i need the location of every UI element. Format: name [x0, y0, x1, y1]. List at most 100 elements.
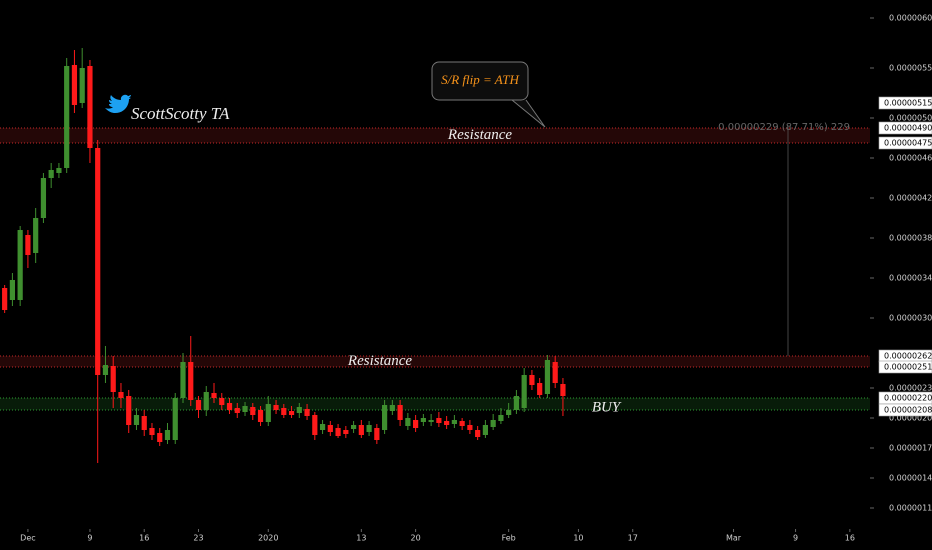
candle-body	[9, 280, 16, 300]
candle-body	[149, 428, 155, 435]
candle-body	[459, 421, 465, 426]
x-tick-label: 16	[139, 534, 149, 543]
candle-body	[226, 403, 233, 410]
candle-body	[544, 360, 551, 394]
candle-body	[420, 418, 426, 422]
candle-body	[242, 406, 248, 412]
zone-fill	[0, 356, 870, 367]
candle-body	[118, 392, 124, 398]
candle-body	[95, 148, 101, 375]
candle-body	[219, 398, 225, 405]
candle-body	[296, 407, 302, 413]
candle-body	[521, 375, 527, 408]
candle-body	[126, 396, 132, 425]
price-label: 0.00000208	[884, 406, 932, 415]
candle-body	[56, 168, 62, 173]
candle-body	[498, 415, 504, 421]
candle-body	[87, 66, 93, 148]
candle-body	[2, 288, 8, 310]
price-label-box	[878, 121, 932, 135]
x-tick-label: 13	[356, 534, 366, 543]
callout-box	[431, 61, 529, 101]
x-tick-label: 10	[573, 534, 583, 543]
candle-body	[288, 411, 295, 415]
x-tick-label: 2020	[258, 534, 278, 543]
price-label: 0.00000490	[884, 124, 932, 133]
candle-body	[257, 410, 264, 422]
candle-body	[366, 425, 372, 432]
x-tick-label: Feb	[502, 534, 516, 543]
zone-label: Resistance	[347, 353, 412, 369]
candle-body	[164, 430, 171, 440]
x-tick-label: Dec	[20, 534, 35, 543]
candle-body	[188, 362, 194, 400]
candle-body	[506, 410, 512, 415]
candle-body	[141, 416, 147, 430]
x-tick-label: Mar	[726, 534, 742, 543]
candle-body	[17, 230, 23, 300]
candle-body	[467, 425, 473, 430]
callout-pointer	[511, 99, 546, 128]
price-label-box	[878, 403, 932, 417]
price-label: 0.00000262	[884, 352, 932, 361]
candle-body	[250, 407, 256, 415]
price-label-box	[878, 136, 932, 150]
candle-body	[40, 178, 47, 218]
price-label: 0.00000220	[884, 394, 932, 403]
candle-body	[358, 425, 364, 435]
candle-body	[381, 405, 388, 430]
price-label: 0.00000251	[884, 363, 932, 372]
candle-body	[397, 405, 403, 420]
x-tick-label: 17	[628, 534, 638, 543]
candle-body	[312, 415, 318, 435]
twitter-icon	[105, 94, 131, 113]
candle-body	[444, 421, 450, 425]
candle-body	[350, 425, 357, 429]
candle-body	[265, 404, 271, 422]
candle-body	[281, 408, 287, 415]
candle-body	[405, 418, 411, 426]
candle-body	[211, 393, 217, 398]
price-label-box	[878, 360, 932, 374]
candle-body	[374, 428, 380, 440]
candle-body	[48, 170, 54, 178]
zone-fill	[0, 128, 870, 143]
candle-body	[102, 365, 109, 375]
candle-body	[513, 396, 520, 410]
candle-body	[33, 218, 39, 253]
candle-body	[482, 425, 489, 435]
candle-body	[25, 235, 31, 255]
candle-body	[180, 362, 186, 398]
candle-body	[195, 400, 202, 410]
x-tick-label: 16	[845, 534, 855, 543]
measure-label: 0.00000229 (87.71%) 229	[718, 122, 850, 133]
candle-body	[490, 420, 496, 427]
candle-body	[157, 433, 163, 442]
candle-body	[475, 430, 481, 437]
candle-body	[428, 420, 434, 422]
price-label-box	[878, 96, 932, 110]
watermark: ScottScotty TA	[131, 104, 230, 123]
candle-body	[273, 405, 279, 410]
callout-text: S/R flip = ATH	[441, 72, 519, 87]
plot: Resistance Resistance BUY 0.00000229 (87.71…	[0, 14, 932, 543]
candle-body	[327, 425, 333, 432]
x-tick-label: 20	[411, 534, 421, 543]
candle-body	[552, 362, 558, 383]
price-label: 0.00000515	[884, 99, 932, 108]
candle-body	[64, 66, 70, 168]
candle-body	[172, 398, 178, 440]
zone-fill	[0, 398, 870, 410]
candle-body	[529, 375, 535, 385]
price-label: 0.00000475	[884, 139, 932, 148]
candle-body	[343, 430, 349, 434]
